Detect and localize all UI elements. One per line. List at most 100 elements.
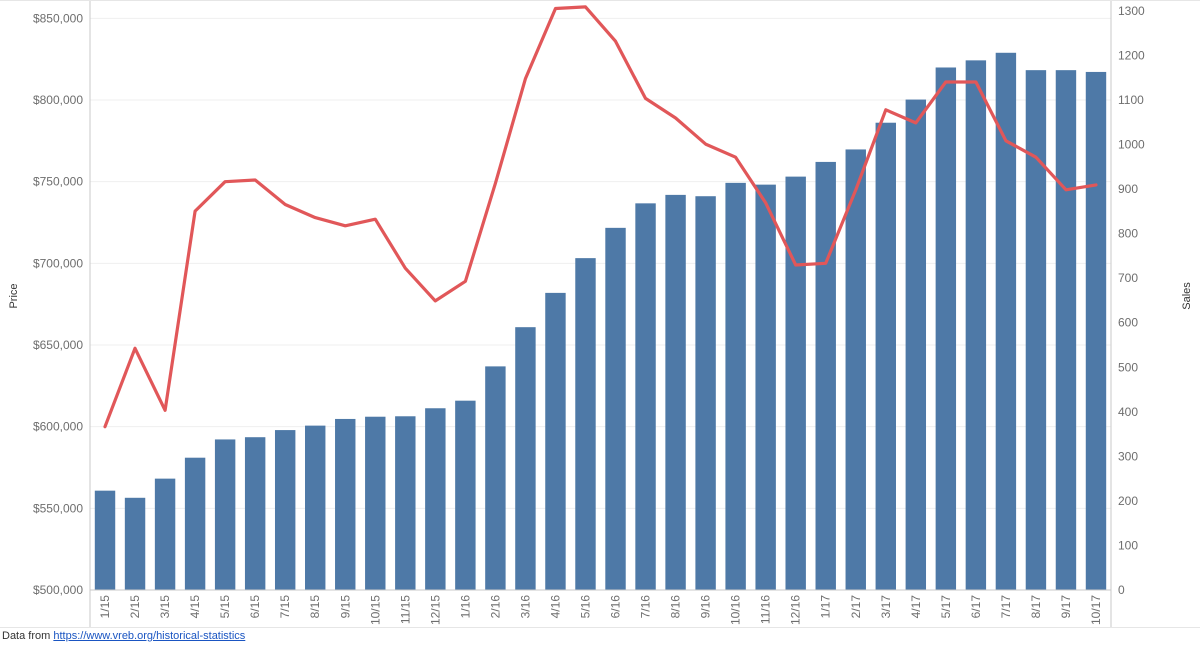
month-tick-label: 8/16 xyxy=(669,595,683,619)
month-tick-label: 5/15 xyxy=(218,595,232,619)
month-tick-label: 1/17 xyxy=(819,595,833,619)
month-tick-label: 11/16 xyxy=(759,595,773,624)
month-axis-ticks: 1/15 2/15 3/15 4/15 5/15 6/15 7/15 8/15 9/15 10/1… xyxy=(98,595,1103,625)
sales-bar xyxy=(395,416,416,590)
sales-bar xyxy=(335,418,356,590)
month-tick-label: 12/15 xyxy=(428,595,442,625)
sales-bar xyxy=(725,182,746,590)
month-tick-label: 8/15 xyxy=(308,595,322,619)
sales-tick-label: 400 xyxy=(1118,405,1138,419)
month-tick-label: 2/16 xyxy=(488,595,502,619)
sales-bar xyxy=(1025,70,1047,591)
sales-tick-label: 800 xyxy=(1118,227,1138,241)
price-tick-label: $600,000 xyxy=(33,420,83,434)
month-tick-label: 10/17 xyxy=(1089,595,1103,625)
month-tick-label: 2/17 xyxy=(849,595,863,619)
month-tick-label: 4/15 xyxy=(188,595,202,619)
sales-tick-label: 0 xyxy=(1118,583,1125,597)
sales-tick-label: 500 xyxy=(1118,360,1138,374)
price-axis-ticks: $500,000 $550,000 $600,000 $650,000 $700,000… xyxy=(33,11,83,597)
sales-bar xyxy=(905,99,927,591)
sales-bar xyxy=(605,227,626,590)
month-tick-label: 9/16 xyxy=(699,595,713,619)
month-tick-label: 10/16 xyxy=(729,595,743,625)
sales-bar xyxy=(965,60,987,590)
sales-bar xyxy=(815,161,836,590)
month-tick-label: 3/17 xyxy=(879,595,893,619)
axes xyxy=(0,0,1200,628)
sales-bar xyxy=(665,194,686,590)
sales-axis-title: Sales xyxy=(1181,282,1193,310)
sales-bar xyxy=(875,122,896,590)
sales-bar xyxy=(785,176,806,591)
month-tick-label: 5/17 xyxy=(939,595,953,619)
sales-bar xyxy=(274,430,296,590)
sales-bar xyxy=(1055,70,1077,591)
price-tick-label: $850,000 xyxy=(33,11,83,25)
month-tick-label: 6/15 xyxy=(248,595,262,619)
sales-bar xyxy=(94,490,116,590)
sales-tick-label: 300 xyxy=(1118,449,1138,463)
sales-bar xyxy=(184,457,206,590)
month-tick-label: 8/17 xyxy=(1029,595,1043,619)
month-tick-label: 7/15 xyxy=(278,595,292,619)
sales-axis-ticks: 0 100 200 300 400 500 600 700 800 900 1000 1100 1200… xyxy=(1118,4,1145,597)
sales-bar xyxy=(154,478,176,590)
sales-bar xyxy=(545,292,566,590)
price-line xyxy=(103,5,1098,429)
month-tick-label: 1/15 xyxy=(98,595,112,619)
month-tick-label: 5/16 xyxy=(578,595,592,619)
price-axis-title: Price xyxy=(8,283,20,308)
sales-tick-label: 600 xyxy=(1118,316,1138,330)
data-source-note: Data from https://www.vreb.org/historica… xyxy=(2,630,245,642)
sales-bar xyxy=(845,149,866,591)
sales-bars xyxy=(94,52,1107,591)
month-tick-label: 9/15 xyxy=(338,595,352,619)
sales-bar xyxy=(365,416,386,590)
month-tick-label: 6/17 xyxy=(969,595,983,619)
price-tick-label: $550,000 xyxy=(33,501,83,515)
sales-tick-label: 900 xyxy=(1118,182,1138,196)
month-tick-label: 6/16 xyxy=(609,595,623,619)
price-tick-label: $800,000 xyxy=(33,93,83,107)
sales-tick-label: 700 xyxy=(1118,271,1138,285)
price-tick-label: $500,000 xyxy=(33,583,83,597)
month-tick-label: 1/16 xyxy=(458,595,472,619)
sales-bar xyxy=(124,497,146,590)
sales-bar xyxy=(995,52,1017,591)
month-tick-label: 3/15 xyxy=(158,595,172,619)
sales-bar xyxy=(425,408,446,590)
month-tick-label: 10/15 xyxy=(368,595,382,625)
month-tick-label: 9/17 xyxy=(1059,595,1073,619)
sales-bar xyxy=(305,425,326,590)
month-tick-label: 11/15 xyxy=(398,595,412,624)
sales-tick-label: 200 xyxy=(1118,494,1138,508)
price-tick-label: $700,000 xyxy=(33,256,83,270)
sales-bar xyxy=(575,258,596,590)
sales-tick-label: 1000 xyxy=(1118,138,1145,152)
month-tick-label: 3/16 xyxy=(518,595,532,619)
data-source-link[interactable]: https://www.vreb.org/historical-statisti… xyxy=(53,630,246,642)
month-tick-label: 12/16 xyxy=(789,595,803,625)
sales-bar xyxy=(935,67,957,591)
price-tick-label: $650,000 xyxy=(33,338,83,352)
sales-bar xyxy=(695,196,716,590)
sales-bar xyxy=(244,437,266,590)
gridlines xyxy=(90,17,1111,509)
sales-tick-label: 100 xyxy=(1118,538,1138,552)
sales-tick-label: 1200 xyxy=(1118,48,1145,62)
sales-tick-label: 1300 xyxy=(1118,4,1145,18)
sales-bar xyxy=(1085,71,1107,591)
month-tick-label: 4/16 xyxy=(548,595,562,619)
sales-tick-label: 1100 xyxy=(1118,93,1144,107)
sales-bar xyxy=(455,400,476,590)
price-sales-chart: $500,000 $550,000 $600,000 $650,000 $700,000… xyxy=(0,0,1200,628)
price-tick-label: $750,000 xyxy=(33,175,83,189)
sales-bar xyxy=(635,203,656,590)
month-tick-label: 2/15 xyxy=(128,595,142,619)
month-tick-label: 4/17 xyxy=(909,595,923,619)
sales-bar xyxy=(485,366,506,590)
price-line-layer xyxy=(103,5,1098,429)
month-tick-label: 7/17 xyxy=(999,595,1013,619)
sales-bar xyxy=(515,327,536,590)
